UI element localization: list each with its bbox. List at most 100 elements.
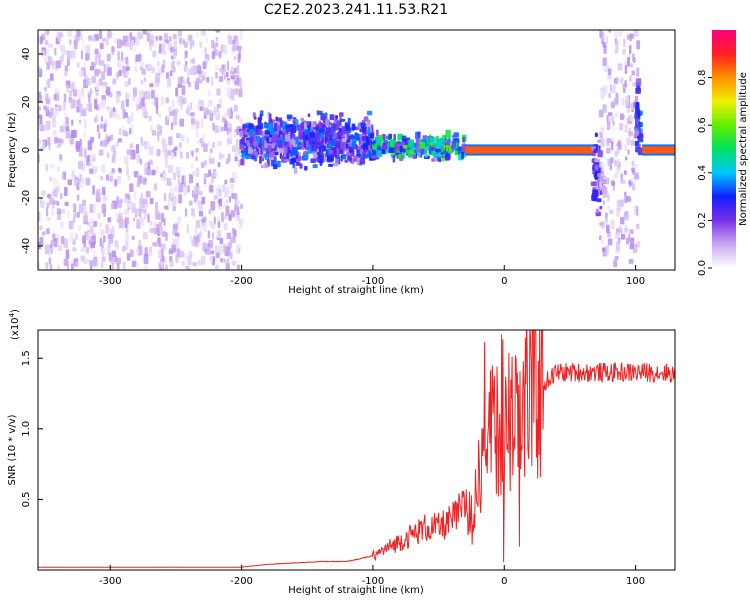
heatmap-cell xyxy=(89,88,93,94)
heatmap-cell xyxy=(464,146,594,154)
heatmap-cell xyxy=(261,139,266,147)
heatmap-cell xyxy=(60,192,63,200)
heatmap-cell xyxy=(590,181,597,187)
heatmap-cell xyxy=(624,191,627,197)
heatmap-cell xyxy=(111,263,114,270)
heatmap-cell xyxy=(594,132,598,137)
heatmap-cell xyxy=(73,212,77,218)
heatmap-cell xyxy=(211,39,215,49)
heatmap-cell xyxy=(218,188,222,197)
heatmap-cell xyxy=(141,68,146,76)
heatmap-cell xyxy=(371,155,377,159)
heatmap-cell xyxy=(96,69,102,74)
heatmap-cell xyxy=(215,30,220,33)
heatmap-cell xyxy=(63,93,67,103)
heatmap-cell xyxy=(149,44,152,52)
heatmap-cell xyxy=(286,114,293,119)
heatmap-cell xyxy=(89,65,95,71)
heatmap-cell xyxy=(222,243,227,253)
heatmap-cell xyxy=(124,81,129,88)
heatmap-cell xyxy=(316,151,321,156)
heatmap-cell xyxy=(38,262,41,269)
heatmap-cell xyxy=(264,152,269,161)
heatmap-cell xyxy=(187,76,190,85)
heatmap-cell xyxy=(260,147,263,155)
snr-y-multiplier: (x104) xyxy=(8,309,21,340)
heatmap-cell xyxy=(632,243,638,254)
heatmap-cell xyxy=(195,219,201,229)
heatmap-cell xyxy=(45,163,48,172)
heatmap-cell xyxy=(275,116,278,122)
heatmap-cell xyxy=(56,60,61,69)
heatmap-cell xyxy=(209,148,213,153)
heatmap-cell xyxy=(182,97,187,105)
heatmap-cell xyxy=(66,59,70,67)
heatmap-cell xyxy=(293,167,298,174)
heatmap-cell xyxy=(60,209,66,214)
heatmap-cell xyxy=(93,256,98,267)
heatmap-cell xyxy=(81,87,84,98)
heatmap-cell xyxy=(612,120,615,126)
heatmap-cell xyxy=(239,118,244,124)
heatmap-cell xyxy=(42,140,46,150)
heatmap-cell xyxy=(114,179,118,187)
heatmap-cell xyxy=(53,94,57,100)
heatmap-cell xyxy=(135,54,140,62)
heatmap-cell xyxy=(332,162,339,167)
heatmap-cell xyxy=(76,211,81,218)
heatmap-cell xyxy=(304,165,308,171)
heatmap-cell xyxy=(177,96,182,104)
heatmap-cell xyxy=(138,239,141,250)
heatmap-cell xyxy=(99,60,105,66)
heatmap-cell xyxy=(368,150,371,157)
heatmap-cell xyxy=(298,152,302,156)
heatmap-cell xyxy=(202,133,205,141)
heatmap-cell xyxy=(54,88,59,94)
heatmap-cell xyxy=(173,117,178,126)
heatmap-cell xyxy=(173,172,177,181)
heatmap-cell xyxy=(178,37,183,45)
heatmap-cell xyxy=(233,88,239,95)
heatmap-cell xyxy=(163,218,166,226)
heatmap-cell xyxy=(235,245,240,254)
heatmap-cell xyxy=(125,232,129,243)
heatmap-cell xyxy=(223,74,226,80)
heatmap-cell xyxy=(112,106,116,113)
heatmap-cell xyxy=(607,193,610,202)
heatmap-cell xyxy=(599,206,603,210)
heatmap-cell xyxy=(288,141,292,148)
heatmap-cell xyxy=(634,140,640,147)
heatmap-cell xyxy=(172,34,177,40)
heatmap-cell xyxy=(230,75,236,80)
heatmap-cell xyxy=(65,249,70,260)
heatmap-cell xyxy=(234,229,237,237)
heatmap-cell xyxy=(386,135,389,140)
heatmap-cell xyxy=(163,192,167,201)
heatmap-cell xyxy=(258,129,263,136)
heatmap-cell xyxy=(76,194,80,201)
heatmap-cell xyxy=(400,148,406,153)
heatmap-cell xyxy=(86,246,90,254)
heatmap-cell xyxy=(174,184,179,193)
heatmap-cell xyxy=(346,131,350,139)
heatmap-cell xyxy=(135,152,139,162)
heatmap-cell xyxy=(54,136,58,144)
heatmap-cell xyxy=(53,200,58,205)
heatmap-cell xyxy=(344,125,351,131)
heatmap-cell xyxy=(642,146,675,154)
heatmap-cell xyxy=(382,143,388,150)
heatmap-cell xyxy=(452,140,457,148)
heatmap-cell xyxy=(105,37,109,46)
heatmap-cell xyxy=(126,60,129,67)
heatmap-cell xyxy=(70,263,74,270)
heatmap-cell xyxy=(239,30,243,40)
heatmap-cell xyxy=(236,264,240,270)
heatmap-cell xyxy=(232,44,236,52)
heatmap-cell xyxy=(227,35,233,45)
heatmap-cell xyxy=(156,124,160,130)
heatmap-cell xyxy=(264,162,268,169)
heatmap-cell xyxy=(347,117,351,125)
heatmap-cell xyxy=(607,205,610,210)
heatmap-cell xyxy=(178,194,182,204)
heatmap-cell xyxy=(367,127,371,135)
